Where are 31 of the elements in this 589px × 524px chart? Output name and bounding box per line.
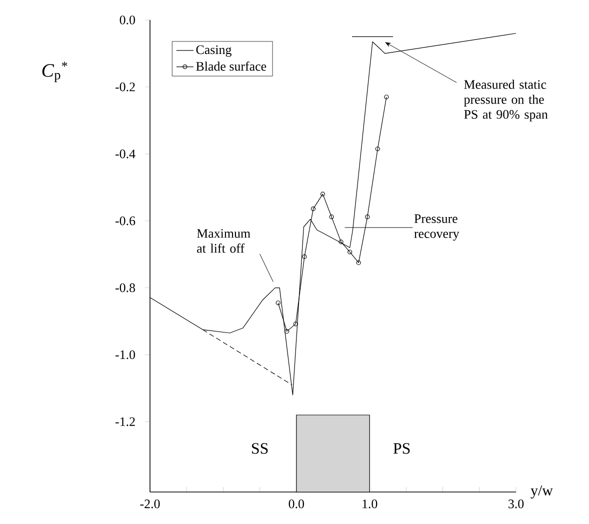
point — [302, 254, 307, 259]
point — [348, 250, 352, 254]
y-tick-label: -0.8 — [116, 283, 136, 292]
point — [310, 206, 316, 212]
point — [284, 329, 290, 334]
x-tick-label: 1.0 — [362, 500, 378, 508]
x-tick-label: 3.0 — [508, 500, 524, 508]
y-tick-label: 0.0 — [120, 16, 136, 24]
annotation: Measured static pressure on the PS at 90% span — [464, 80, 548, 122]
point — [320, 192, 326, 196]
y-axis-title: C$_{p}$* — [42, 62, 68, 82]
annotation: Maximum at lift off — [196, 229, 250, 253]
point — [293, 322, 298, 326]
point — [329, 214, 334, 220]
point — [365, 214, 370, 220]
annotation: PS — [393, 443, 410, 454]
point — [375, 146, 380, 152]
x-axis-title: y/w — [530, 485, 553, 499]
point — [338, 240, 344, 244]
y-tick-label: -1.2 — [116, 417, 135, 426]
point — [356, 260, 361, 265]
annotation: SS — [252, 443, 268, 454]
y-tick-label: -1.0 — [116, 350, 136, 360]
x-tick-label: -2.0 — [140, 500, 160, 508]
annotation: Pressure recovery — [414, 214, 460, 241]
x-tick-label: 0.0 — [288, 500, 304, 508]
y-tick-label: -0.2 — [116, 82, 135, 92]
legend-label: Casing — [196, 45, 232, 57]
y-tick-label: -0.6 — [116, 216, 136, 226]
y-tick-label: -0.4 — [116, 150, 136, 158]
legend-label: Blade surface — [196, 61, 266, 71]
